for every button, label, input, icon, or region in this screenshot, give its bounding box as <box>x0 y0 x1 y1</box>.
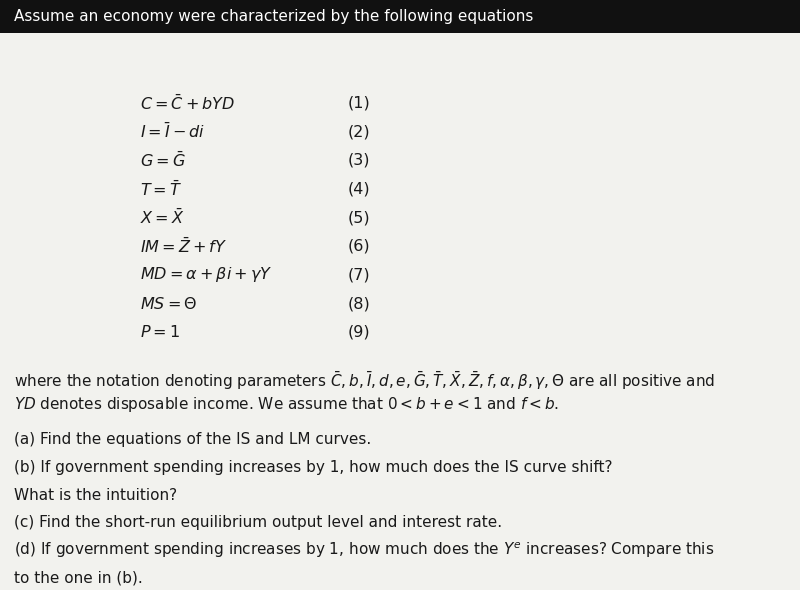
Text: (c) Find the short-run equilibrium output level and interest rate.: (c) Find the short-run equilibrium outpu… <box>14 515 502 530</box>
Text: Assume an economy were characterized by the following equations: Assume an economy were characterized by … <box>14 9 534 24</box>
Text: $T= \bar{T}$: $T= \bar{T}$ <box>140 179 182 199</box>
Text: (4): (4) <box>348 182 370 196</box>
Text: (9): (9) <box>348 324 370 340</box>
Text: (a) Find the equations of the IS and LM curves.: (a) Find the equations of the IS and LM … <box>14 432 372 447</box>
Text: What is the intuition?: What is the intuition? <box>14 487 178 503</box>
Text: (1): (1) <box>348 96 370 111</box>
Text: (2): (2) <box>348 124 370 139</box>
Text: to the one in (b).: to the one in (b). <box>14 571 143 586</box>
Text: $P = 1$: $P = 1$ <box>140 324 180 340</box>
Text: (5): (5) <box>348 210 370 225</box>
Text: where the notation denoting parameters $\bar{C},b,\bar{I},d,e,\bar{G},\bar{T},\b: where the notation denoting parameters $… <box>14 369 715 392</box>
Text: (8): (8) <box>348 296 370 311</box>
Text: $C = \bar{C}  +  bYD$: $C = \bar{C} + bYD$ <box>140 94 235 113</box>
Text: $IM= \bar{Z} + fY$: $IM= \bar{Z} + fY$ <box>140 237 227 256</box>
Text: $MD= \alpha + \beta i + \gamma Y$: $MD= \alpha + \beta i + \gamma Y$ <box>140 266 273 284</box>
Text: $G= \bar{G}$: $G= \bar{G}$ <box>140 151 186 170</box>
Text: (6): (6) <box>348 239 370 254</box>
Text: (3): (3) <box>348 153 370 168</box>
Text: $X=\bar{X}$: $X=\bar{X}$ <box>140 208 185 227</box>
Text: (7): (7) <box>348 267 370 283</box>
FancyBboxPatch shape <box>0 0 800 33</box>
Text: $YD$ denotes disposable income. We assume that $0 < b + e < 1$ and $f < b$.: $YD$ denotes disposable income. We assum… <box>14 395 559 414</box>
Text: (b) If government spending increases by 1, how much does the IS curve shift?: (b) If government spending increases by … <box>14 460 613 475</box>
Text: (d) If government spending increases by 1, how much does the $Y^e$ increases? Co: (d) If government spending increases by … <box>14 540 715 560</box>
Text: $I= \bar{I} - di$: $I= \bar{I} - di$ <box>140 122 206 142</box>
Text: $MS= \Theta$: $MS= \Theta$ <box>140 296 198 312</box>
